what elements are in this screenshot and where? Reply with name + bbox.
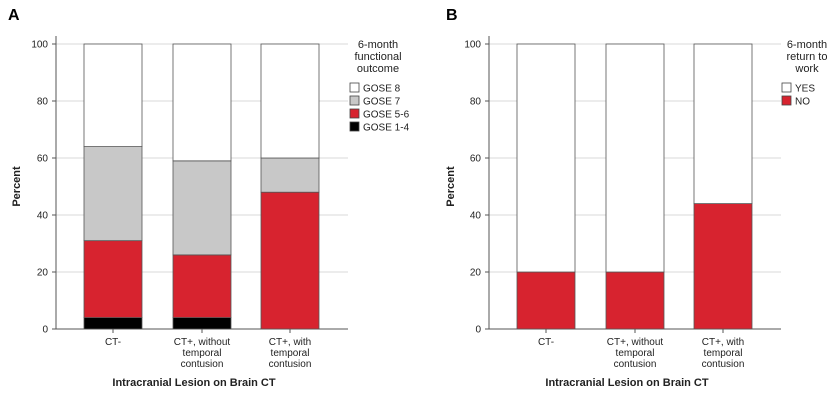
panel-b-y-tick-label: 20 bbox=[470, 268, 482, 279]
panel-b-x-tick-label-line: CT- bbox=[538, 337, 554, 348]
panel-a-legend-label-gose-7: GOSE 7 bbox=[363, 97, 401, 108]
panel-b-x-tick-label-line: temporal bbox=[704, 348, 743, 359]
panel-a-x-tick-label: CT- bbox=[105, 337, 121, 348]
panel-a-legend-swatch-gose-8 bbox=[349, 82, 360, 93]
panel-a-bar-1-gose-1-4 bbox=[83, 317, 143, 330]
panel-b-legend-swatch-yes bbox=[781, 82, 792, 93]
panel-a-x-tick-label-line: temporal bbox=[271, 348, 310, 359]
panel-a-y-tick-label: 100 bbox=[31, 40, 48, 51]
panel-a-bar-2-gose-7 bbox=[172, 160, 232, 256]
panel-a-bar-1-gose-5-6 bbox=[83, 240, 143, 318]
panel-b-x-tick-label-line: CT+, with bbox=[702, 337, 745, 348]
panel-a-legend-swatch-gose-5-6 bbox=[349, 108, 360, 119]
panel-b-y-tick-label: 80 bbox=[470, 97, 482, 108]
panel-a-bar-3-gose-8 bbox=[260, 43, 320, 159]
panel-a-legend-title-line: 6-month bbox=[358, 39, 398, 51]
panel-b-bar-1-no bbox=[516, 271, 576, 330]
panel-b-x-tick-label-line: CT+, without bbox=[607, 337, 664, 348]
panel-a-x-tick-label-line: contusion bbox=[181, 359, 224, 370]
panel-b-y-axis-title: Percent bbox=[445, 166, 457, 207]
panel-b-y-tick-label: 100 bbox=[464, 40, 481, 51]
panel-a-legend-title-line: outcome bbox=[357, 63, 399, 75]
panel-b-y-tick-label: 40 bbox=[470, 211, 482, 222]
panel-a-bar-2-gose-5-6 bbox=[172, 254, 232, 318]
panel-b-legend-title-line: work bbox=[794, 63, 819, 75]
panel-b-x-tick-label: CT+, without temporal contusion bbox=[607, 337, 664, 370]
panel-b-letter: B bbox=[446, 7, 458, 24]
panel-a-legend-label-gose-5-6: GOSE 5-6 bbox=[363, 110, 410, 121]
panel-a-x-tick-label: CT+, with temporal contusion bbox=[269, 337, 312, 370]
panel-a-legend-title-line: functional bbox=[354, 51, 401, 63]
panel-a-bar-2-gose-8 bbox=[172, 43, 232, 162]
panel-b-legend-title-line: return to bbox=[787, 51, 828, 63]
panel-a-x-tick-label-line: CT- bbox=[105, 337, 121, 348]
panel-b-bar-3-yes bbox=[693, 43, 753, 205]
panel-a-bar-2-gose-1-4 bbox=[172, 317, 232, 330]
panel-a-x-tick-label-line: CT+, without bbox=[174, 337, 231, 348]
panel-b-y-tick-label: 60 bbox=[470, 154, 482, 165]
panel-b-x-axis-title: Intracranial Lesion on Brain CT bbox=[545, 377, 708, 389]
panel-a-bar-1-gose-8 bbox=[83, 43, 143, 147]
panel-a-x-tick-label-line: temporal bbox=[183, 348, 222, 359]
panel-b-legend-swatch-no bbox=[781, 95, 792, 106]
panel-b-legend-title: 6-month return to work bbox=[787, 39, 828, 75]
panel-b-y-tick-label: 0 bbox=[475, 325, 481, 336]
panel-b-bar-3-no bbox=[693, 203, 753, 330]
panel-a-legend-swatch-gose-1-4 bbox=[349, 121, 360, 132]
panel-a-x-tick-label: CT+, without temporal contusion bbox=[174, 337, 231, 370]
panel-b-legend-title-line: 6-month bbox=[787, 39, 827, 51]
panel-a-bar-1-gose-7 bbox=[83, 146, 143, 242]
panel-a-y-tick-label: 60 bbox=[37, 154, 49, 165]
panel-b-bar-2-yes bbox=[605, 43, 665, 273]
panel-b-legend-label-no: NO bbox=[795, 97, 810, 108]
panel-a-x-tick-label-line: CT+, with bbox=[269, 337, 312, 348]
panel-b-x-tick-label-line: temporal bbox=[616, 348, 655, 359]
panel-b-x-tick-label-line: contusion bbox=[702, 359, 745, 370]
panel-b-x-tick-label: CT+, with temporal contusion bbox=[702, 337, 745, 370]
panel-a-x-axis-title: Intracranial Lesion on Brain CT bbox=[112, 377, 275, 389]
panel-b-x-tick-label: CT- bbox=[538, 337, 554, 348]
panel-a-bar-3-gose-7 bbox=[260, 157, 320, 193]
panel-a-legend-swatch-gose-7 bbox=[349, 95, 360, 106]
panel-b-legend-label-yes: YES bbox=[795, 84, 815, 95]
panel-a-letter: A bbox=[8, 7, 20, 24]
panel-a-y-tick-label: 40 bbox=[37, 211, 49, 222]
panel-a-bar-3-gose-5-6 bbox=[260, 191, 320, 330]
panel-a-legend-label-gose-1-4: GOSE 1-4 bbox=[363, 123, 410, 134]
panel-a-y-tick-label: 80 bbox=[37, 97, 49, 108]
panel-a-x-tick-label-line: contusion bbox=[269, 359, 312, 370]
panel-b-bar-2-no bbox=[605, 271, 665, 330]
panel-a-y-axis-title: Percent bbox=[11, 166, 23, 207]
panel-a-legend-title: 6-month functional outcome bbox=[354, 39, 401, 75]
panel-a-y-tick-label: 20 bbox=[37, 268, 49, 279]
panel-a-legend-label-gose-8: GOSE 8 bbox=[363, 84, 401, 95]
panel-a-y-tick-label: 0 bbox=[42, 325, 48, 336]
panel-b-bar-1-yes bbox=[516, 43, 576, 273]
panel-b-x-tick-label-line: contusion bbox=[614, 359, 657, 370]
